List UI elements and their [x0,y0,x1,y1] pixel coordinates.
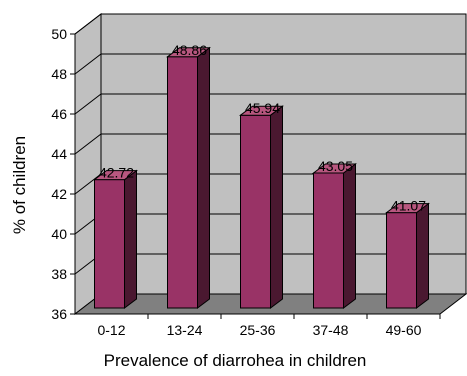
bar [239,105,284,309]
y-tick-label: 40 [51,226,67,242]
y-tick-label: 48 [51,66,67,82]
data-label: 42.72 [99,165,134,181]
bar-side [343,163,356,309]
bars [93,46,430,309]
x-axis-title: Prevalence of diarrohea in children [104,351,367,370]
bar-side [197,46,210,309]
y-tick-label: 38 [51,266,67,282]
x-tick-labels: 0-12 13-24 25-36 37-48 49-60 [97,322,421,338]
data-labels: 42.72 48.86 45.94 43.05 41.07 [99,42,426,214]
data-label: 41.07 [391,198,426,214]
x-tick-label: 0-12 [97,322,125,338]
bar-side [270,105,283,309]
data-label: 45.94 [245,100,280,116]
bar-top [93,170,138,181]
bar [385,202,430,309]
gridline [74,13,466,35]
x-tick-label: 37-48 [313,322,349,338]
bar-front [167,56,198,309]
gridline [74,53,466,75]
y-tick-label: 36 [51,306,67,322]
y-axis-title: % of children [10,136,29,234]
bar-front [313,172,344,309]
bar-front [240,114,271,309]
y-tick-labels: 36 38 40 42 44 46 48 50 [51,26,67,322]
bar [166,46,211,309]
x-tick-label: 25-36 [240,322,276,338]
y-tick-label: 42 [51,186,67,202]
data-label: 48.86 [172,42,207,58]
gridline [74,133,466,155]
bar-side [124,169,137,309]
bar [93,169,138,309]
axes [70,33,441,319]
bar-side [416,202,429,309]
x-tick-label: 13-24 [167,322,203,338]
bar-front [94,179,125,309]
y-tick-label: 50 [51,26,67,42]
x-tick-label: 49-60 [386,322,422,338]
data-label: 43.05 [318,158,353,174]
bar-top [385,203,430,214]
gridline [74,93,466,115]
bar-top [312,163,357,174]
y-tick-label: 46 [51,106,67,122]
bar-top [239,105,284,116]
bar-top [166,47,211,58]
y-tick-label: 44 [51,146,67,162]
bar [312,163,357,309]
bar-front [386,212,417,309]
